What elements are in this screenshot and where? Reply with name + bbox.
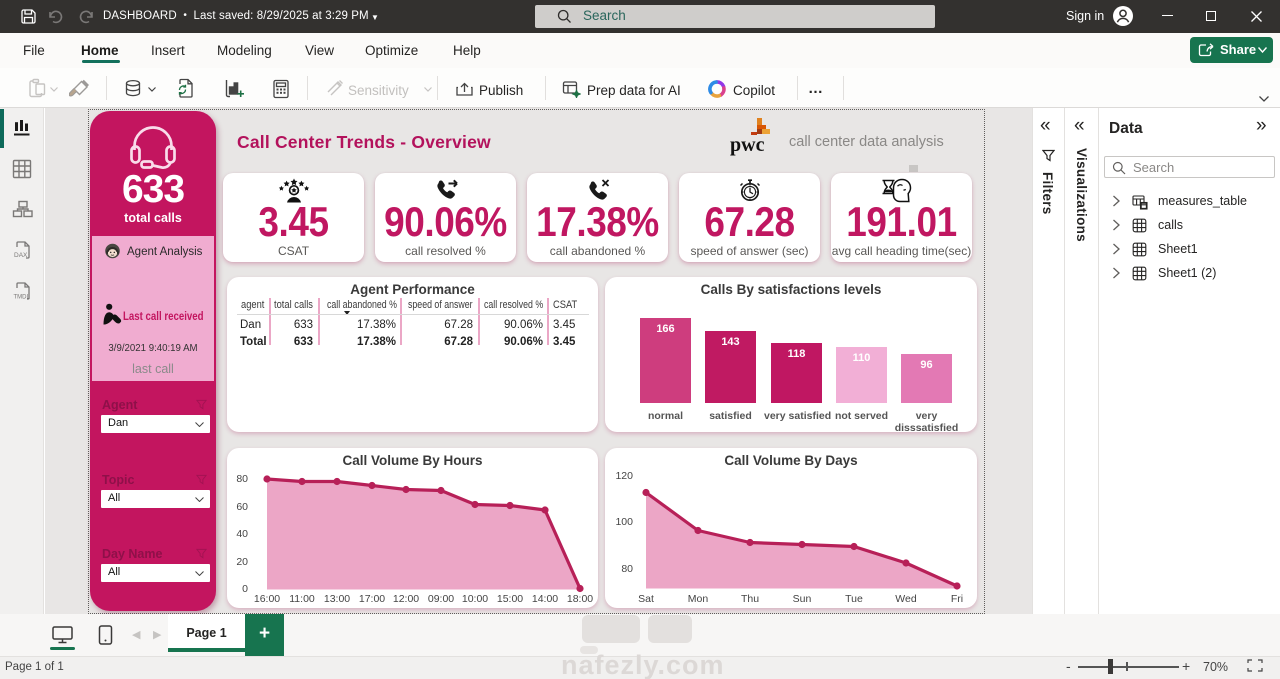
svg-text:TMDL: TMDL xyxy=(14,295,31,301)
svg-text:DAX: DAX xyxy=(14,252,28,259)
